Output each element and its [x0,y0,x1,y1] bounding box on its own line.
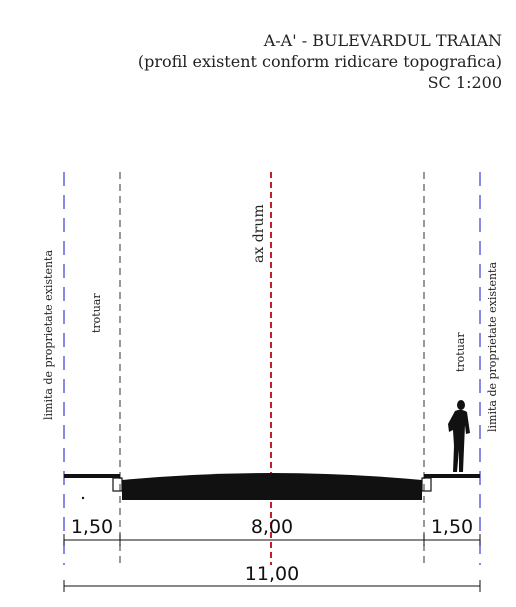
roadway-section [122,473,422,500]
dimension-right-sidewalk: 1,50 [431,516,473,538]
road-axis-label: ax drum [251,204,267,263]
sidewalk-surface-left [64,474,120,478]
curb-right [421,477,432,492]
curb-left [112,477,123,492]
drawing-title: A-A' - BULEVARDUL TRAIAN [263,31,502,50]
drawing-subtitle: (profil existent conform ridicare topogr… [137,52,502,71]
sidewalk-label-right: trotuar [454,332,467,372]
dimension-left-sidewalk: 1,50 [71,516,113,538]
property-limit-label-right: limita de proprietate existenta [486,262,499,432]
sidewalk-label-left: trotuar [90,293,103,333]
pedestrian-silhouette-icon [448,400,470,472]
survey-point-marker [81,496,85,500]
dimension-total: 11,00 [245,563,299,585]
dimension-roadway: 8,00 [251,516,293,538]
property-limit-label-left: limita de proprietate existenta [42,250,55,420]
sidewalk-surface-right [424,474,480,478]
drawing-scale: SC 1:200 [427,73,502,92]
drawing-title-block: A-A' - BULEVARDUL TRAIAN (profil existen… [22,30,502,93]
